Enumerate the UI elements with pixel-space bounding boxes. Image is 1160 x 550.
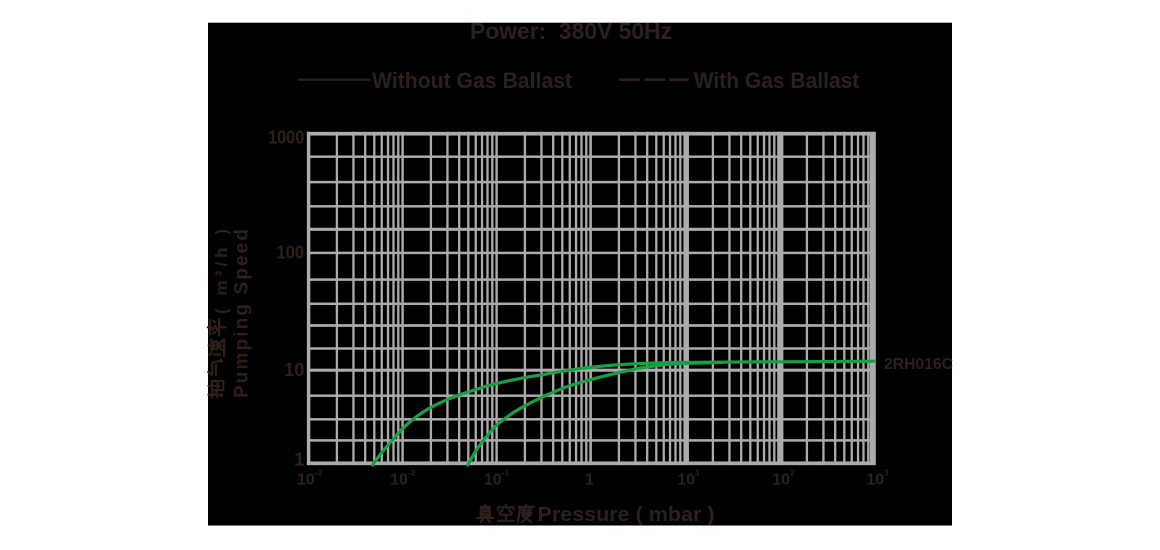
svg-text:Power: 380V 50Hz: Power: 380V 50Hz: [470, 18, 672, 44]
svg-text:1000: 1000: [268, 126, 304, 147]
svg-text:10: 10: [284, 359, 304, 380]
svg-text:102: 102: [772, 467, 795, 488]
svg-text:1: 1: [585, 471, 594, 488]
svg-text:With Gas Ballast: With Gas Ballast: [694, 68, 860, 93]
svg-text:Pressure ( mbar ): Pressure ( mbar ): [538, 504, 715, 526]
svg-text:1: 1: [294, 448, 304, 469]
svg-text:101: 101: [677, 467, 700, 488]
svg-text:Pumping Speed: Pumping Speed: [232, 229, 253, 398]
svg-text:103: 103: [866, 467, 889, 488]
svg-text:Without Gas Ballast: Without Gas Ballast: [372, 68, 573, 93]
svg-text:100: 100: [277, 242, 305, 263]
svg-text:( m³/h ): ( m³/h ): [212, 229, 231, 314]
svg-text:2RH016C: 2RH016C: [884, 356, 953, 373]
